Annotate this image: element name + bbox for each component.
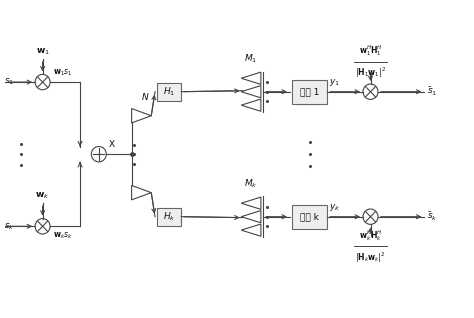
Text: $y_k$: $y_k$: [329, 202, 341, 213]
Text: $\mathbf{w}_1^H\mathbf{H}_1^H$: $\mathbf{w}_1^H\mathbf{H}_1^H$: [359, 43, 383, 58]
Text: $s_k$: $s_k$: [4, 221, 14, 232]
Text: $y_1$: $y_1$: [329, 77, 340, 88]
Text: $H_1$: $H_1$: [163, 86, 175, 98]
Text: $H_k$: $H_k$: [163, 211, 175, 223]
Text: $\mathbf{w}_1s_1$: $\mathbf{w}_1s_1$: [53, 68, 73, 78]
Polygon shape: [241, 99, 261, 111]
Text: $M_1$: $M_1$: [245, 53, 258, 65]
Polygon shape: [241, 86, 261, 98]
Bar: [292, 80, 327, 104]
Bar: [157, 83, 181, 101]
Polygon shape: [241, 197, 261, 209]
Text: 用户 1: 用户 1: [300, 87, 319, 96]
Text: X: X: [109, 140, 115, 149]
Polygon shape: [241, 72, 261, 84]
Text: $\mathbf{w}_k$: $\mathbf{w}_k$: [36, 191, 50, 201]
Bar: [292, 205, 327, 229]
Text: 用户 k: 用户 k: [300, 212, 319, 221]
Text: $|\mathbf{H}_k\mathbf{w}_k|^2$: $|\mathbf{H}_k\mathbf{w}_k|^2$: [356, 250, 386, 265]
Polygon shape: [241, 211, 261, 223]
Text: $\mathbf{w}_1$: $\mathbf{w}_1$: [36, 47, 50, 57]
Text: N: N: [141, 93, 148, 102]
Polygon shape: [132, 185, 151, 200]
Text: $\bar{s}_k$: $\bar{s}_k$: [427, 211, 438, 223]
Polygon shape: [132, 108, 151, 123]
Text: $s_1$: $s_1$: [4, 77, 14, 87]
Polygon shape: [241, 224, 261, 236]
Text: $|\mathbf{H}_1\mathbf{w}_1|^2$: $|\mathbf{H}_1\mathbf{w}_1|^2$: [355, 66, 386, 80]
Text: $\bar{s}_1$: $\bar{s}_1$: [427, 86, 437, 98]
Bar: [157, 208, 181, 226]
Text: $\mathbf{w}_k^H\mathbf{H}_k^H$: $\mathbf{w}_k^H\mathbf{H}_k^H$: [359, 228, 383, 243]
Text: $\mathbf{w}_ks_k$: $\mathbf{w}_ks_k$: [53, 230, 73, 241]
Text: $M_k$: $M_k$: [244, 178, 258, 190]
